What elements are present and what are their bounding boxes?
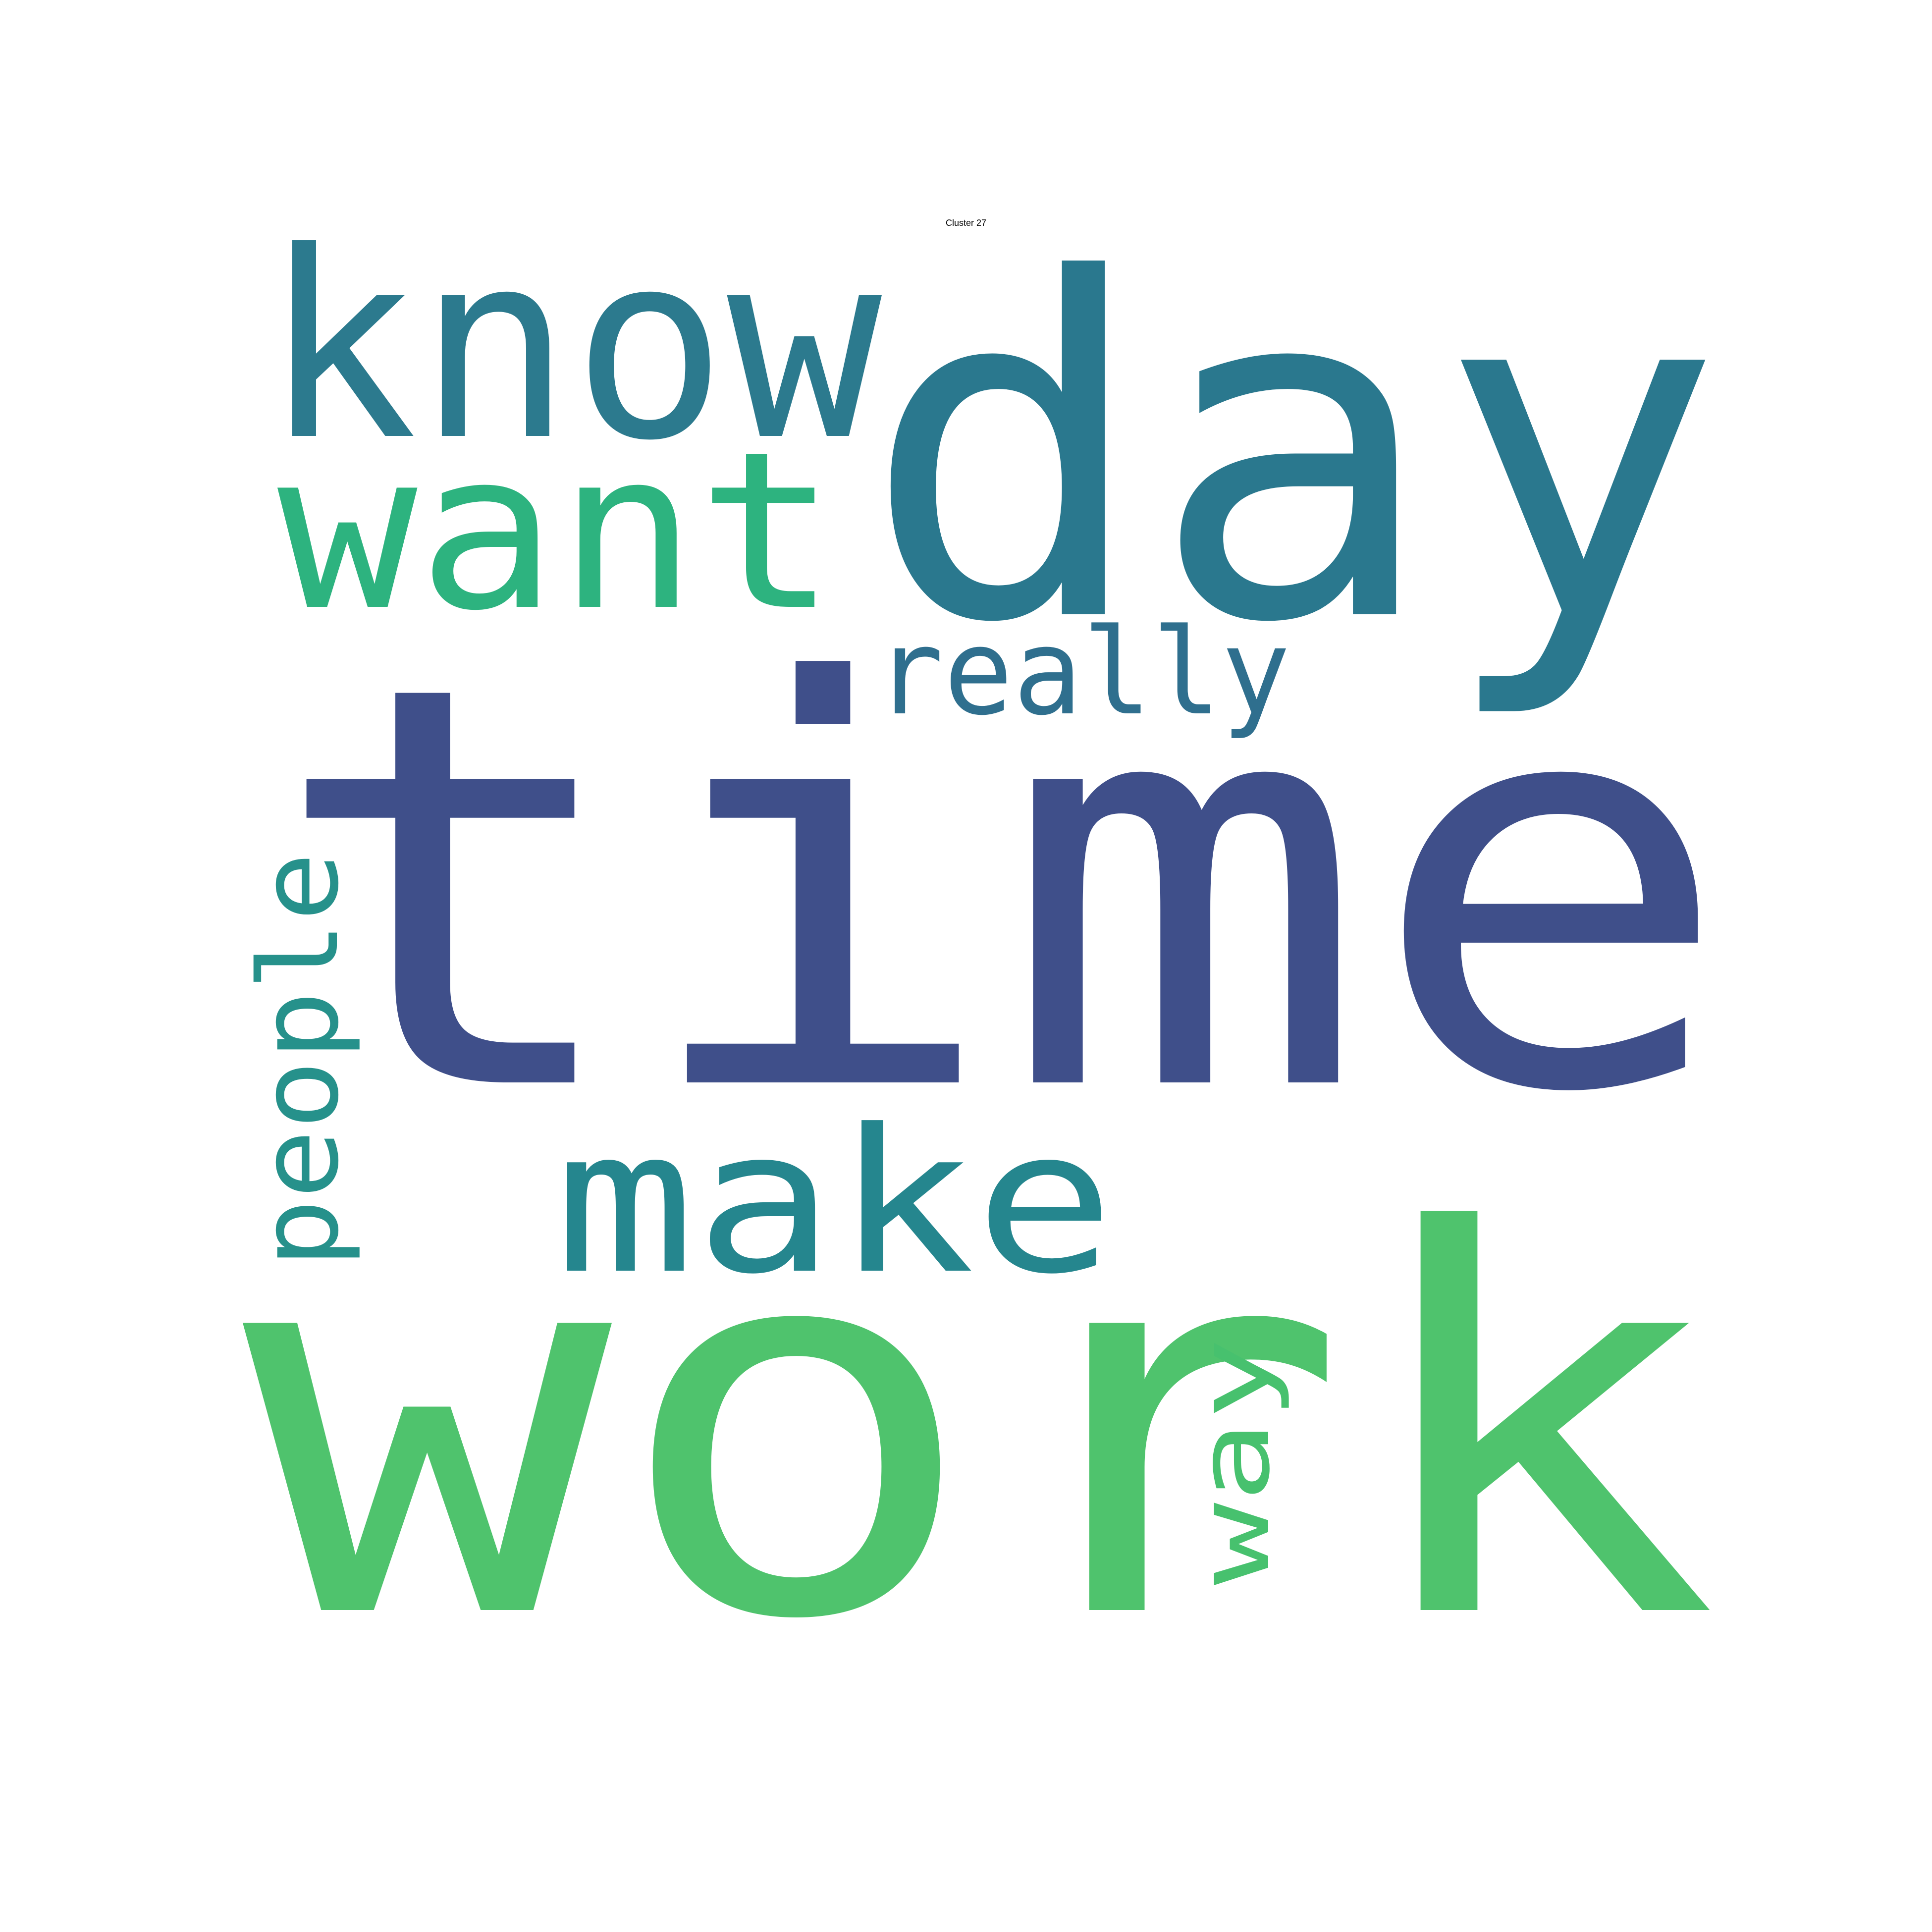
word-want: want <box>277 405 837 658</box>
word-people: people <box>236 852 363 1268</box>
word-know: know <box>263 197 884 497</box>
word-work: work <box>243 1123 1719 1734</box>
word-time: time <box>268 568 1734 1214</box>
word-really: really <box>874 603 1290 742</box>
word-day: day <box>862 182 1724 724</box>
word-way: way <box>1177 1338 1292 1585</box>
word-make: make <box>555 1087 1115 1318</box>
figure-title: Cluster 27 <box>945 218 987 228</box>
